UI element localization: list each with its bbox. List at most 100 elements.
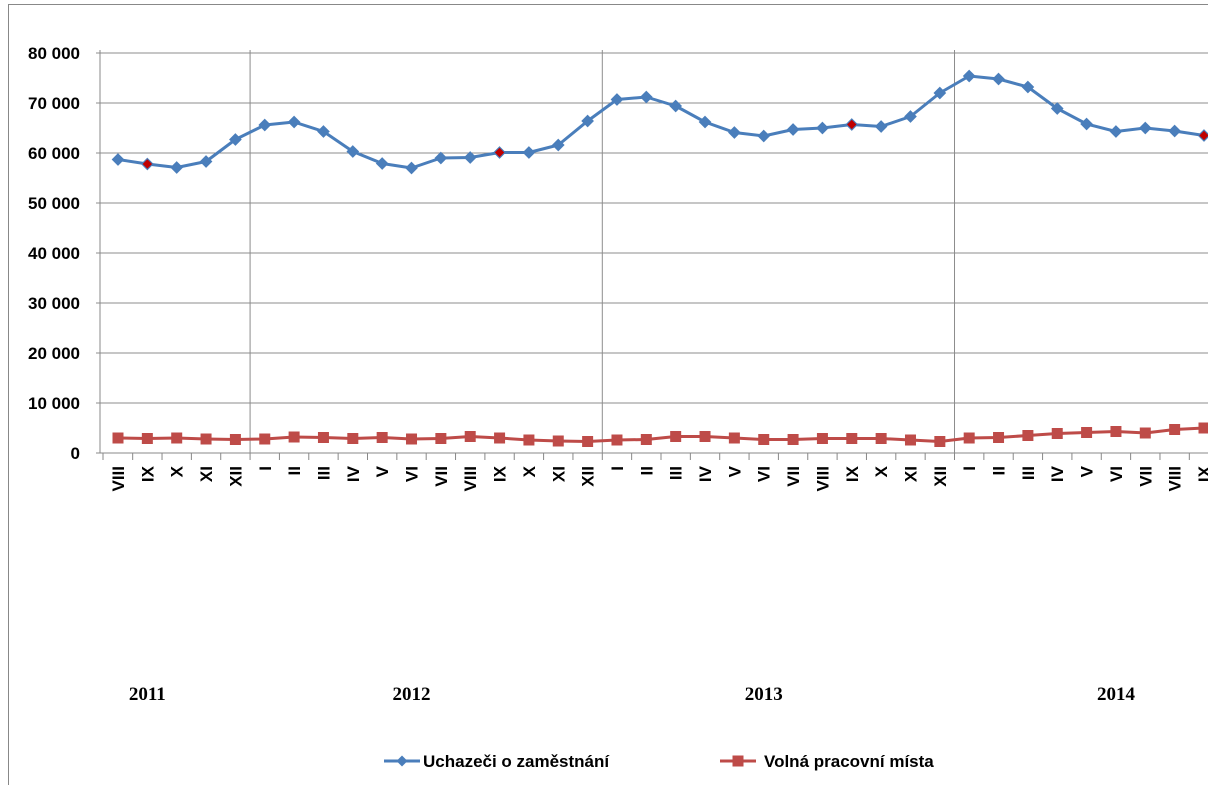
x-tick-label: VIII [813, 466, 832, 492]
x-tick-label: V [725, 465, 744, 477]
x-tick-label: XII [931, 466, 950, 487]
year-labels: 2011 2012 2013 2014 [129, 684, 1136, 705]
data-point [640, 434, 652, 445]
data-point [523, 434, 535, 446]
x-tick-label: VI [1107, 466, 1126, 482]
data-point [111, 153, 125, 166]
x-tick-label: X [520, 465, 539, 477]
y-tick-label: 10 000 [28, 394, 80, 413]
data-point [1169, 424, 1181, 435]
data-point [141, 157, 154, 171]
data-point [816, 121, 829, 135]
data-point [962, 69, 976, 83]
data-point [375, 157, 389, 170]
x-tick-label: XI [197, 466, 216, 482]
x-axis-ticks: VIII IX X XI XII I II III IV V VI VII VIII IX X XI XII I I… [109, 465, 1208, 491]
data-point [1168, 124, 1181, 138]
data-point [904, 434, 916, 446]
data-point [786, 123, 800, 136]
year-label: 2011 [129, 684, 166, 705]
x-tick-label: I [608, 466, 627, 471]
x-tick-label: II [990, 466, 1009, 475]
data-point [787, 434, 799, 445]
data-point [845, 118, 859, 131]
data-point [199, 155, 213, 168]
data-point [259, 433, 271, 445]
y-tick-label: 60 000 [28, 144, 80, 163]
x-tick-label: IX [1195, 465, 1208, 482]
x-tick-label: XI [549, 466, 568, 482]
data-point [1080, 117, 1093, 131]
data-point [1081, 427, 1093, 438]
data-point [463, 151, 477, 164]
data-point [229, 133, 242, 146]
data-point [846, 433, 858, 444]
x-tick-label: V [1078, 465, 1097, 477]
series-line [117, 74, 1205, 170]
data-point [1138, 121, 1152, 135]
legend-label: Uchazeči o zaměstnání [423, 752, 610, 771]
x-tick-label: III [314, 466, 333, 480]
data-point [758, 434, 770, 445]
data-point [494, 432, 506, 444]
data-point [611, 434, 623, 446]
y-tick-label: 80 000 [28, 44, 80, 63]
data-point [1021, 80, 1035, 94]
chart-frame [8, 4, 1208, 785]
x-tick-label: XII [226, 466, 245, 487]
x-tick-label: VI [755, 466, 774, 482]
data-point [582, 436, 594, 447]
data-point [993, 432, 1005, 443]
x-tick-label: IX [138, 465, 157, 482]
x-tick-label: X [872, 465, 891, 477]
x-tick-label: IV [344, 465, 363, 482]
x-tick-label: XII [579, 466, 598, 487]
x-tick-label: IX [843, 465, 862, 482]
data-point [170, 161, 184, 174]
x-tick-label: III [1019, 466, 1038, 480]
x-tick-label: IX [491, 465, 510, 482]
x-tick-label: II [637, 466, 656, 475]
data-point [669, 99, 683, 113]
x-tick-label: VIII [461, 466, 480, 492]
series-layer [111, 69, 1208, 447]
year-label: 2014 [1097, 684, 1136, 705]
data-point [406, 433, 418, 445]
data-point [670, 431, 682, 442]
data-point [992, 72, 1005, 86]
y-tick-label: 70 000 [28, 94, 80, 113]
data-point [435, 433, 447, 444]
data-point [551, 138, 565, 152]
x-tick-label: IV [1048, 465, 1067, 482]
data-point [757, 129, 771, 143]
data-point [875, 433, 887, 444]
y-tick-label: 50 000 [28, 194, 80, 213]
data-point [1110, 426, 1122, 437]
data-point [1139, 427, 1151, 439]
data-point [933, 86, 947, 100]
year-label: 2012 [393, 684, 431, 705]
series-line [117, 426, 1205, 443]
data-point [1109, 125, 1123, 138]
x-tick-label: III [667, 466, 686, 480]
x-tick-label: V [373, 465, 392, 477]
y-tick-label: 20 000 [28, 344, 80, 363]
data-point [200, 433, 212, 445]
data-point [904, 110, 917, 123]
legend-marker [396, 755, 408, 767]
data-point [1050, 102, 1064, 115]
x-tick-label: VI [403, 466, 422, 482]
legend: Uchazeči o zaměstnání Volná pracovní míst… [384, 752, 934, 771]
y-axis-ticks: 80 000 70 000 60 000 50 000 40 000 30 000 20 0… [28, 44, 80, 463]
x-tick-label: IV [696, 465, 715, 482]
x-tick-label: VII [784, 466, 803, 487]
data-point [112, 432, 124, 444]
data-point [141, 433, 153, 444]
data-point [581, 114, 594, 128]
data-point [376, 432, 388, 443]
x-tick-label: I [960, 466, 979, 471]
data-point [610, 93, 624, 106]
legend-label: Volná pracovní místa [764, 752, 934, 771]
data-point [934, 436, 946, 447]
